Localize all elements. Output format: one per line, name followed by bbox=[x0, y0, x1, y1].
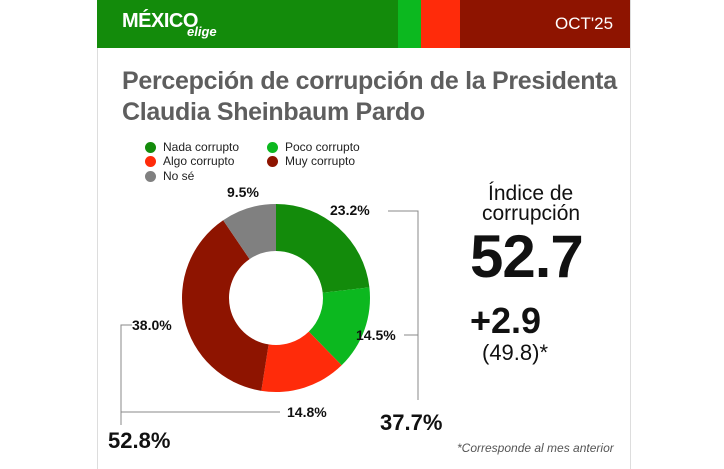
legend-label: Algo corrupto bbox=[163, 154, 235, 168]
legend-swatch bbox=[145, 170, 156, 182]
stripe-light-green bbox=[398, 0, 421, 48]
group-total-red: 52.8% bbox=[108, 428, 171, 453]
legend-swatch bbox=[145, 155, 156, 167]
index-value: 52.7 bbox=[470, 223, 584, 290]
legend-label: No sé bbox=[163, 169, 195, 183]
slice-nada-corrupto bbox=[276, 204, 370, 293]
footnote: *Corresponde al mes anterior bbox=[457, 441, 614, 455]
header-stripe bbox=[97, 0, 630, 48]
bracket-lines bbox=[120, 210, 419, 425]
data-label-poco: 14.5% bbox=[356, 327, 396, 343]
bracket-right bbox=[388, 210, 419, 400]
slice-poco-corrupto bbox=[308, 287, 371, 366]
legend-label: Nada corrupto bbox=[163, 140, 240, 154]
date-label: OCT'25 bbox=[555, 14, 614, 33]
data-label-algo: 14.8% bbox=[287, 404, 327, 420]
legend-item: Muy corrupto bbox=[267, 154, 355, 168]
index-label-2: corrupción bbox=[482, 202, 581, 225]
legend-item: Poco corrupto bbox=[267, 140, 360, 154]
legend-item: Algo corrupto bbox=[145, 154, 234, 168]
index-label-1: Índice de bbox=[488, 182, 574, 205]
stripe-red bbox=[421, 0, 460, 48]
infographic-card bbox=[97, 0, 631, 469]
logo: MÉXICO bbox=[122, 10, 198, 32]
slice-muy-corrupto bbox=[181, 220, 269, 391]
stripe-dark-red bbox=[460, 0, 630, 48]
data-label-muy: 38.0% bbox=[132, 317, 172, 333]
stripe-dark-green bbox=[97, 0, 398, 48]
legend-item: Nada corrupto bbox=[145, 140, 239, 154]
index-change: +2.9 bbox=[470, 300, 542, 341]
legend-item: No sé bbox=[145, 169, 194, 183]
legend-swatch bbox=[267, 155, 278, 167]
bracket-left-h bbox=[120, 324, 280, 413]
group-total-green: 37.7% bbox=[380, 410, 443, 435]
index-previous: (49.8)* bbox=[482, 340, 549, 365]
slice-no-sé bbox=[223, 204, 276, 260]
logo-sub: elige bbox=[187, 24, 217, 39]
data-label-nada: 23.2% bbox=[330, 202, 370, 218]
slice-algo-corrupto bbox=[261, 331, 342, 392]
legend-swatch bbox=[145, 141, 156, 153]
data-label-nose: 9.5% bbox=[227, 184, 259, 200]
legend-label: Poco corrupto bbox=[285, 140, 360, 154]
chart-title: Percepción de corrupción de la President… bbox=[122, 67, 617, 126]
legend-swatch bbox=[267, 141, 278, 153]
legend-label: Muy corrupto bbox=[285, 154, 356, 168]
